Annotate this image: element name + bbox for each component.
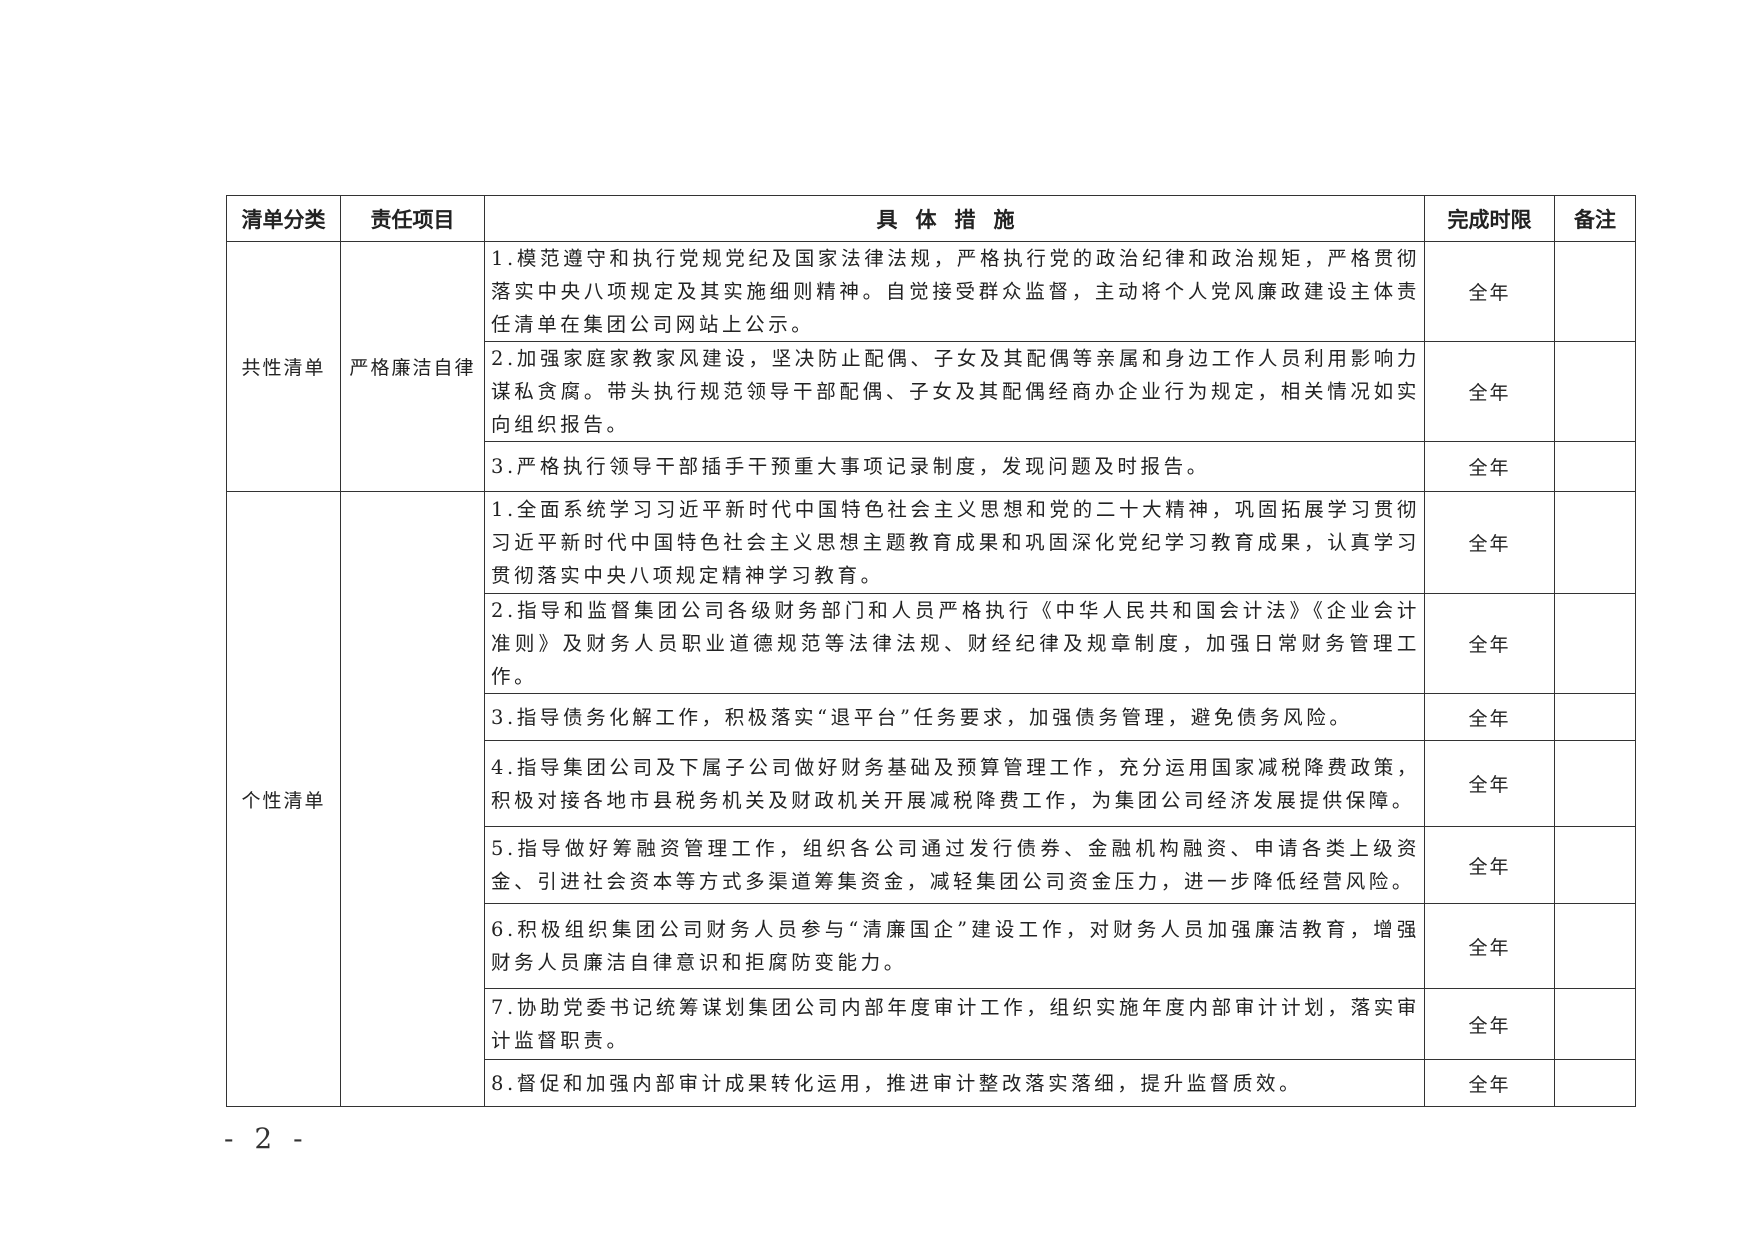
note-cell (1554, 1059, 1636, 1107)
table-row: 3.指导债务化解工作，积极落实“退平台”任务要求，加强债务管理，避免债务风险。全… (227, 693, 1636, 741)
table-row: 5.指导做好筹融资管理工作，组织各公司通过发行债券、金融机构融资、申请各类上级资… (227, 826, 1636, 904)
deadline-cell: 全年 (1424, 903, 1555, 989)
note-cell (1554, 903, 1636, 989)
measure-cell: 1.全面系统学习习近平新时代中国特色社会主义思想和党的二十大精神，巩固拓展学习贯… (484, 491, 1425, 594)
measure-cell: 3.指导债务化解工作，积极落实“退平台”任务要求，加强债务管理，避免债务风险。 (484, 693, 1425, 741)
deadline-cell: 全年 (1424, 241, 1555, 342)
deadline-cell: 全年 (1424, 1059, 1555, 1107)
measure-cell: 2.加强家庭家教家风建设，坚决防止配偶、子女及其配偶等亲属和身边工作人员利用影响… (484, 341, 1425, 442)
note-cell (1554, 441, 1636, 492)
measure-cell: 2.指导和监督集团公司各级财务部门和人员严格执行《中华人民共和国会计法》《企业会… (484, 593, 1425, 694)
table-row: 4.指导集团公司及下属子公司做好财务基础及预算管理工作，充分运用国家减税降费政策… (227, 740, 1636, 827)
note-cell (1554, 241, 1636, 342)
measure-cell: 7.协助党委书记统筹谋划集团公司内部年度审计工作，组织实施年度内部审计计划，落实… (484, 988, 1425, 1060)
responsibility-list-table: 清单分类 责任项目 具体措施 完成时限 备注 共性清单 严格廉洁自律 1.模范遵守和… (226, 195, 1636, 1107)
item-cell (340, 491, 485, 1107)
header-note: 备注 (1554, 195, 1636, 242)
table-row: 共性清单 严格廉洁自律 1.模范遵守和执行党规党纪及国家法律法规，严格执行党的政治纪… (226, 241, 1636, 492)
table-row: 3.严格执行领导干部插手干预重大事项记录制度，发现问题及时报告。 全年 (227, 441, 1636, 492)
note-cell (1554, 988, 1636, 1060)
deadline-cell: 全年 (1424, 988, 1555, 1060)
table-header-row: 清单分类 责任项目 具体措施 完成时限 备注 (226, 195, 1636, 242)
note-cell (1554, 740, 1636, 827)
deadline-cell: 全年 (1424, 740, 1555, 827)
note-cell (1554, 593, 1636, 694)
deadline-cell: 全年 (1424, 491, 1555, 594)
note-cell (1554, 826, 1636, 904)
table-row: 6.积极组织集团公司财务人员参与“清廉国企”建设工作，对财务人员加强廉洁教育，增… (227, 903, 1636, 989)
measure-cell: 5.指导做好筹融资管理工作，组织各公司通过发行债券、金融机构融资、申请各类上级资… (484, 826, 1425, 904)
page-number: - 2 - (224, 1122, 309, 1155)
deadline-cell: 全年 (1424, 341, 1555, 442)
item-cell: 严格廉洁自律 (340, 241, 485, 492)
measure-cell: 6.积极组织集团公司财务人员参与“清廉国企”建设工作，对财务人员加强廉洁教育，增… (484, 903, 1425, 989)
deadline-cell: 全年 (1424, 826, 1555, 904)
table-row: 2.加强家庭家教家风建设，坚决防止配偶、子女及其配偶等亲属和身边工作人员利用影响… (227, 341, 1636, 442)
table-row: 7.协助党委书记统筹谋划集团公司内部年度审计工作，组织实施年度内部审计计划，落实… (227, 988, 1636, 1060)
table-row: 8.督促和加强内部审计成果转化运用，推进审计整改落实落细，提升监督质效。 全年 (227, 1059, 1636, 1107)
category-cell: 共性清单 (226, 241, 341, 492)
category-cell: 个性清单 (226, 491, 341, 1107)
measure-cell: 3.严格执行领导干部插手干预重大事项记录制度，发现问题及时报告。 (484, 441, 1425, 492)
header-category: 清单分类 (226, 195, 341, 242)
header-measures: 具体措施 (484, 195, 1425, 242)
note-cell (1554, 341, 1636, 442)
table-row: 个性清单 1.全面系统学习习近平新时代中国特色社会主义思想和党的二十大精神，巩固拓… (226, 491, 1636, 1107)
deadline-cell: 全年 (1424, 693, 1555, 741)
note-cell (1554, 693, 1636, 741)
table-row: 2.指导和监督集团公司各级财务部门和人员严格执行《中华人民共和国会计法》《企业会… (227, 593, 1636, 694)
measure-cell: 8.督促和加强内部审计成果转化运用，推进审计整改落实落细，提升监督质效。 (484, 1059, 1425, 1107)
note-cell (1554, 491, 1636, 594)
header-deadline: 完成时限 (1424, 195, 1555, 242)
header-item: 责任项目 (340, 195, 485, 242)
measure-cell: 4.指导集团公司及下属子公司做好财务基础及预算管理工作，充分运用国家减税降费政策… (484, 740, 1425, 827)
deadline-cell: 全年 (1424, 441, 1555, 492)
deadline-cell: 全年 (1424, 593, 1555, 694)
measure-cell: 1.模范遵守和执行党规党纪及国家法律法规，严格执行党的政治纪律和政治规矩，严格贯… (484, 241, 1425, 342)
